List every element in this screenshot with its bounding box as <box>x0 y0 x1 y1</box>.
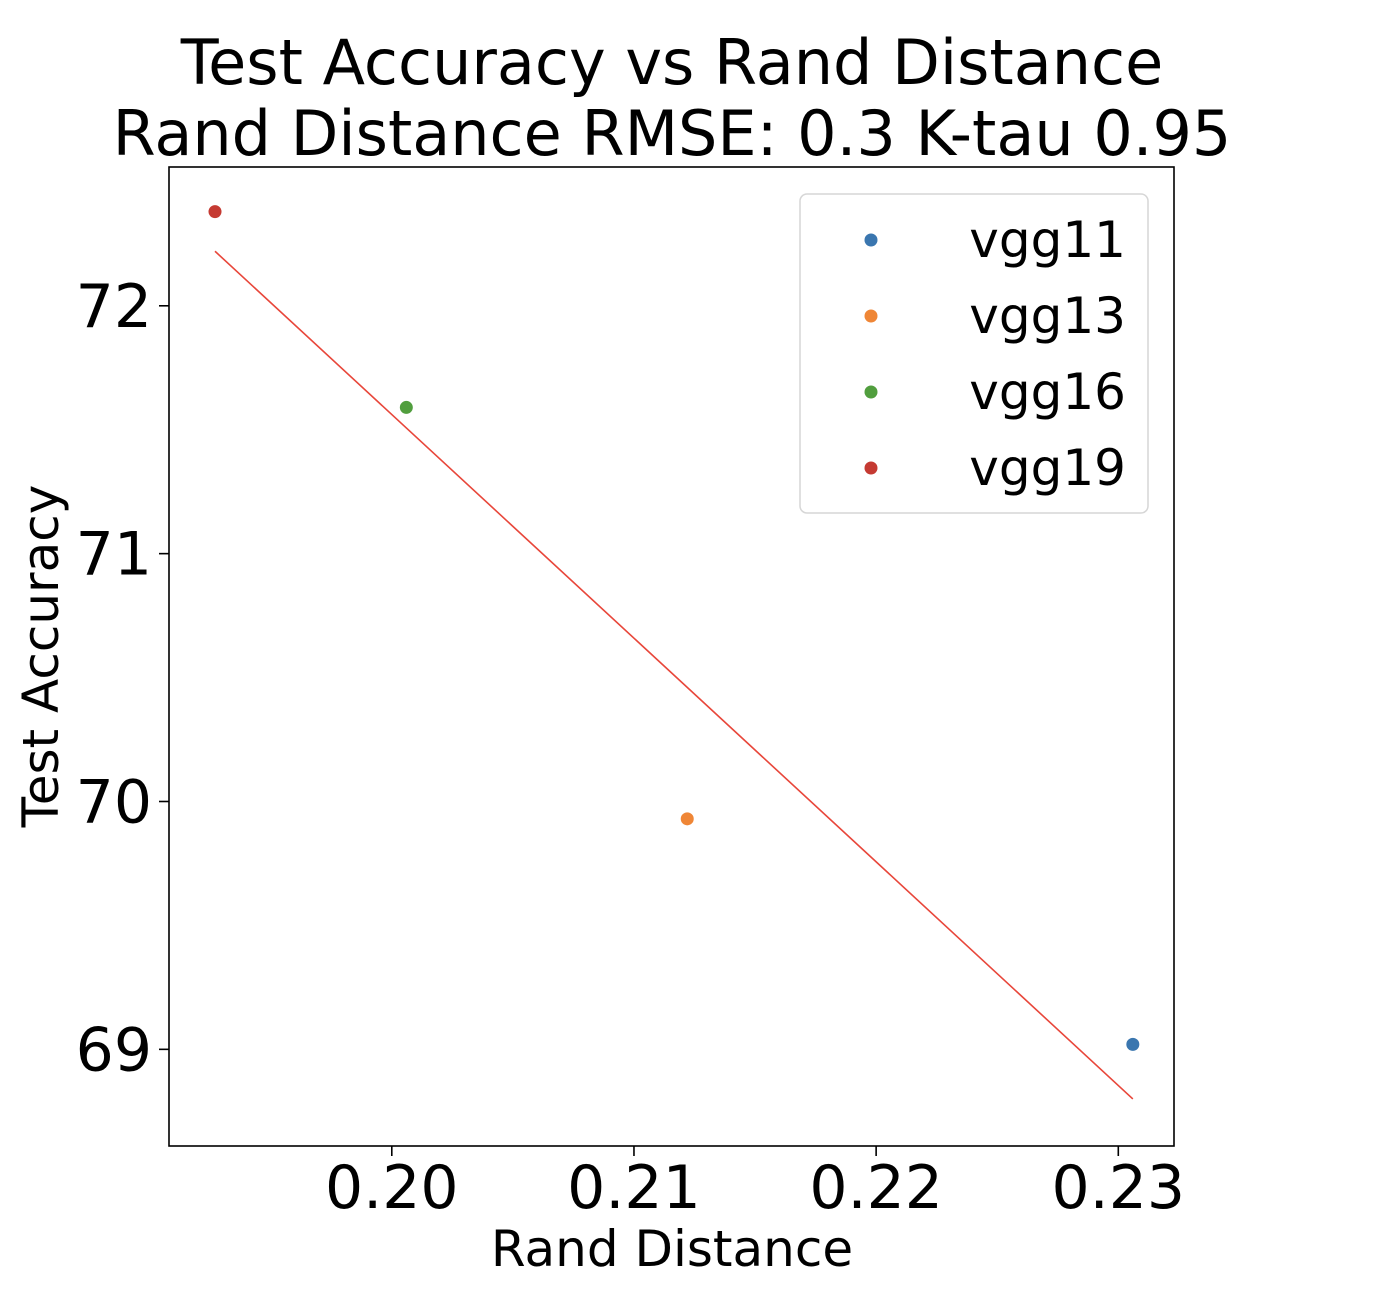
chart-title: Test Accuracy vs Rand Distance <box>180 26 1163 99</box>
legend: vgg11 vgg13 vgg16 vgg19 <box>799 193 1149 514</box>
legend-label-vgg13: vgg13 <box>969 287 1126 345</box>
x-tick-label: 0.22 <box>809 1153 943 1223</box>
legend-marker-vgg16 <box>864 385 878 399</box>
legend-label-vgg16: vgg16 <box>969 363 1126 421</box>
y-tick-label: 69 <box>76 1015 152 1085</box>
data-point-vgg13 <box>680 812 694 826</box>
regression-fit-line <box>214 250 1134 1100</box>
y-axis-ticks: 69 70 71 72 <box>76 272 169 1085</box>
y-tick-label: 72 <box>76 272 152 342</box>
legend-entries: vgg11 vgg13 vgg16 vgg19 <box>864 211 1126 497</box>
legend-marker-vgg19 <box>864 461 878 475</box>
x-tick-label: 0.21 <box>567 1153 701 1223</box>
x-tick-label: 0.20 <box>325 1153 459 1223</box>
y-axis-label: Test Accuracy <box>12 485 70 829</box>
y-tick-label: 70 <box>76 767 152 837</box>
data-point-vgg11 <box>1126 1037 1140 1051</box>
data-points-layer <box>208 205 1140 1051</box>
x-axis-ticks: 0.20 0.21 0.22 0.23 <box>325 1146 1185 1223</box>
legend-box <box>799 193 1149 514</box>
fit-line-layer <box>214 250 1134 1100</box>
x-axis-label: Rand Distance <box>491 1220 853 1278</box>
legend-label-vgg11: vgg11 <box>969 211 1126 269</box>
legend-marker-vgg13 <box>864 309 878 323</box>
plot-area-frame <box>168 166 1175 1147</box>
y-tick-label: 71 <box>76 520 152 590</box>
legend-label-vgg19: vgg19 <box>969 439 1126 497</box>
x-tick-label: 0.23 <box>1052 1153 1186 1223</box>
legend-marker-vgg11 <box>864 233 878 247</box>
data-point-vgg16 <box>399 400 413 414</box>
chart-subtitle: Rand Distance RMSE: 0.3 K-tau 0.95 <box>113 97 1232 170</box>
data-point-vgg19 <box>208 205 222 219</box>
